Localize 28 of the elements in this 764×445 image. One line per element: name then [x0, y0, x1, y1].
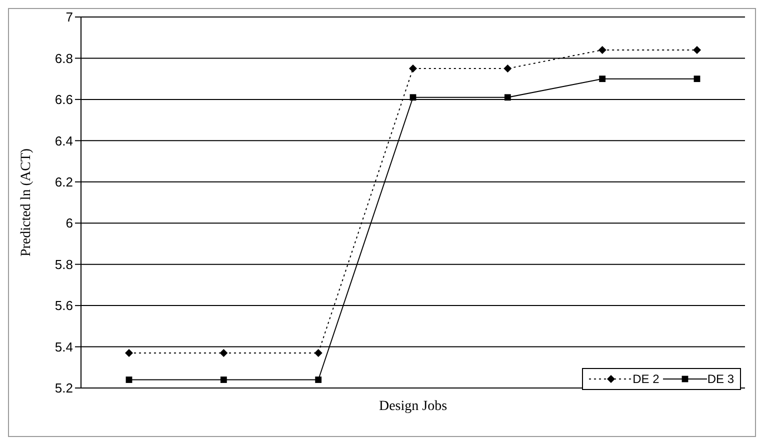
y-tick-label: 7 [66, 10, 73, 25]
y-axis-title: Predicted ln (ACT) [18, 148, 34, 257]
point [410, 94, 416, 101]
legend-label: DE 2 [632, 372, 660, 386]
point [504, 94, 511, 101]
point [315, 376, 322, 383]
legend-label: DE 3 [707, 372, 734, 386]
point [598, 46, 606, 54]
point [314, 348, 322, 357]
y-tick-label: 5.8 [54, 256, 73, 272]
point [125, 348, 133, 357]
point [693, 46, 701, 54]
point [599, 76, 606, 82]
point [220, 348, 228, 357]
y-tick-label: 5.6 [54, 298, 73, 314]
point [694, 76, 700, 82]
point [220, 376, 227, 383]
y-tick-label: 6.4 [54, 133, 73, 148]
y-tick-label: 6.8 [54, 50, 73, 66]
x-axis-title: Design Jobs [378, 399, 448, 414]
point [409, 64, 417, 73]
y-tick-label: 5.4 [54, 339, 73, 354]
y-tick-label: 6.6 [54, 92, 73, 108]
point [126, 376, 132, 383]
y-tick-label: 5.2 [54, 380, 73, 396]
y-tick-label: 6.2 [54, 174, 73, 190]
point [504, 64, 512, 73]
y-tick-label: 6 [66, 216, 73, 231]
